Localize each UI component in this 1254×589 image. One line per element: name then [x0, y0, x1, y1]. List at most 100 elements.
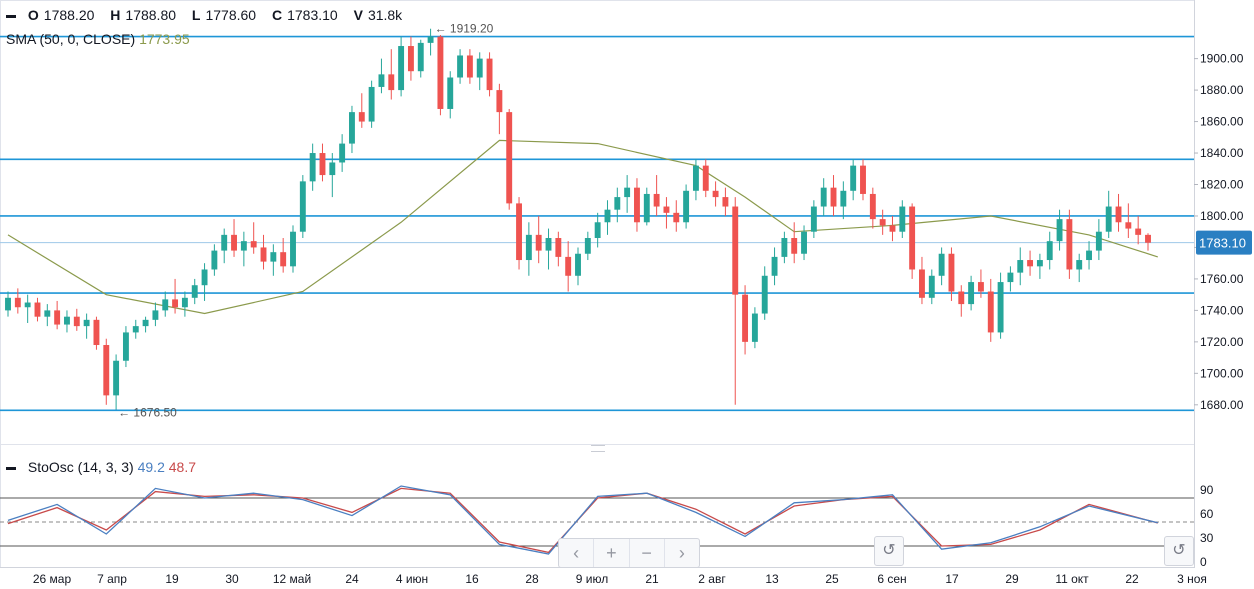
candle-body [44, 310, 51, 317]
price-tick-label: 1860.00 [1200, 115, 1244, 129]
candle-body [73, 316, 80, 327]
candle-body [407, 46, 414, 72]
time-tick-label: 6 сен [877, 572, 906, 586]
horizontal-levels [0, 35, 1194, 412]
low-annotation: ← 1676.50 [118, 405, 177, 419]
candle-body [319, 153, 326, 176]
candle-body [810, 206, 817, 232]
candle-body [181, 297, 188, 308]
candle-body [476, 58, 483, 78]
candle-body [889, 225, 896, 232]
high-label: H [110, 7, 121, 23]
candle-body [457, 55, 464, 78]
candle-body [486, 58, 493, 91]
candle-body [594, 222, 601, 239]
candle-body [1086, 250, 1092, 261]
candle-body [466, 55, 473, 78]
candle-body [820, 187, 827, 207]
stochastic-tick-label: 0 [1200, 555, 1207, 569]
volume-label: V [353, 7, 363, 23]
candle-body [516, 203, 522, 261]
open-label: O [27, 7, 39, 23]
candle-body [634, 187, 640, 223]
sma-line [7, 139, 1158, 315]
candle-body [231, 234, 237, 251]
candle-body [899, 206, 906, 232]
close-label: C [271, 7, 283, 23]
candles [5, 28, 1151, 410]
candle-body [1125, 222, 1132, 229]
close-value: 1783.10 [287, 7, 338, 23]
candle-body [869, 193, 876, 220]
collapse-dash-icon[interactable] [6, 466, 16, 470]
candle-body [1056, 219, 1063, 242]
zoom-out-button[interactable]: − [630, 539, 665, 567]
time-tick-label: 24 [345, 572, 359, 586]
stochastic-tick-label: 60 [1200, 507, 1214, 521]
pane-divider [0, 444, 1194, 445]
reset-chart-button[interactable]: ↺ [874, 536, 904, 566]
candle-body [142, 319, 149, 327]
candle-body [624, 187, 631, 198]
candle-body [122, 332, 129, 361]
time-tick-label: 19 [165, 572, 179, 586]
time-axis: 26 мар 7 апр 19 30 12 май 24 4 июн 16 28 9 июл 21 2… [33, 572, 1207, 586]
ohlc-legend: O 1788.20 H 1788.80 L 1778.60 C 1783.10 V 31.… [6, 7, 414, 23]
candle-body [290, 231, 296, 267]
candle-body [5, 297, 11, 311]
pane-resize-handle[interactable] [591, 445, 605, 452]
time-tick-label: 16 [465, 572, 479, 586]
candle-body [909, 206, 916, 270]
grid [0, 0, 1195, 568]
candle-body [506, 112, 513, 204]
price-tick-label: 1820.00 [1200, 178, 1244, 192]
scroll-left-button[interactable]: ‹ [559, 539, 595, 567]
candle-body [545, 238, 552, 251]
candle-body [437, 36, 444, 109]
scroll-right-button[interactable]: › [678, 543, 685, 563]
candle-body [653, 193, 660, 207]
time-tick-label: 21 [645, 572, 659, 586]
candle-body [1066, 219, 1073, 270]
candle-body [260, 247, 267, 262]
candle-body [14, 297, 21, 308]
candle-body [1017, 260, 1024, 273]
candle-body [712, 190, 719, 198]
candle-body [997, 282, 1004, 333]
price-tick-label: 1740.00 [1200, 303, 1244, 317]
time-tick-label: 30 [225, 572, 239, 586]
chart-frame [0, 0, 1195, 568]
candle-body [1027, 260, 1034, 267]
reset-scale-button[interactable]: ↺ [1164, 536, 1194, 566]
candle-body [722, 197, 729, 207]
candle-body [751, 313, 758, 342]
candle-body [879, 219, 886, 226]
time-tick-label: 2 авг [698, 572, 726, 586]
collapse-dash-icon[interactable] [6, 14, 16, 18]
time-tick-label: 7 апр [97, 572, 127, 586]
candle-body [948, 253, 955, 292]
stochastic-legend[interactable]: StoOsc (14, 3, 3) 49.2 48.7 [6, 459, 196, 475]
candle-body [692, 165, 699, 191]
candle-body [958, 291, 965, 305]
candle-body [54, 310, 61, 325]
price-tick-label: 1880.00 [1200, 83, 1244, 97]
candle-body [64, 316, 70, 325]
time-tick-label: 29 [1005, 572, 1019, 586]
candle-body [496, 90, 503, 113]
stochastic-label: StoOsc (14, 3, 3) [27, 459, 134, 475]
candle-body [702, 165, 709, 191]
zoom-in-button[interactable]: + [594, 539, 630, 567]
candle-body [447, 77, 454, 109]
time-tick-label: 11 окт [1055, 572, 1089, 586]
annotations: ← 1919.20 ← 1676.50 [118, 21, 494, 419]
price-axis: 1680.001700.001720.001740.001760.001780.… [1194, 52, 1252, 412]
candle-body [840, 190, 847, 207]
last-price-label: 1783.10 [1199, 236, 1246, 251]
sma-legend[interactable]: SMA (50, 0, CLOSE) 1773.95 [6, 31, 190, 47]
candle-body [575, 253, 581, 276]
candle-body [830, 187, 837, 207]
time-tick-label: 25 [825, 572, 839, 586]
candle-body [280, 252, 287, 267]
